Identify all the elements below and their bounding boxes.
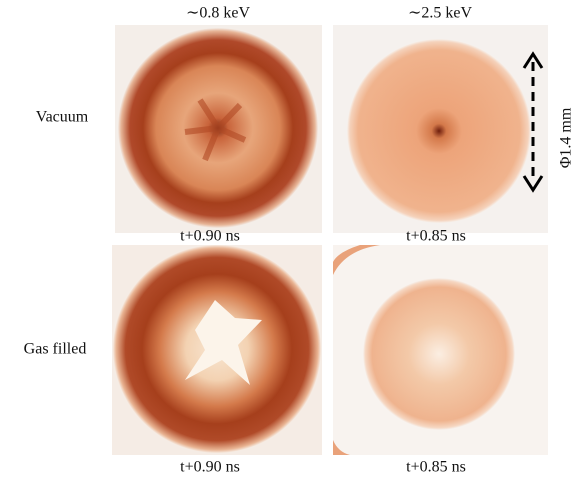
image-panel bbox=[333, 25, 548, 233]
row-label: Vacuum bbox=[36, 109, 89, 126]
figure: ∼0.8 keV ∼2.5 keV Vacuum Gas filled t+0.… bbox=[0, 0, 587, 479]
image-panel bbox=[115, 25, 322, 233]
caption: t+0.85 ns bbox=[406, 459, 466, 476]
column-header: ∼2.5 keV bbox=[408, 5, 473, 22]
image-panel bbox=[112, 245, 322, 455]
caption: t+0.85 ns bbox=[406, 228, 466, 245]
caption: t+0.90 ns bbox=[180, 459, 240, 476]
scale-label: Φ1.4 mm bbox=[558, 107, 575, 168]
row-label: Gas filled bbox=[24, 341, 87, 358]
image-panel bbox=[333, 245, 548, 455]
column-header: ∼0.8 keV bbox=[186, 5, 251, 22]
caption: t+0.90 ns bbox=[180, 228, 240, 245]
